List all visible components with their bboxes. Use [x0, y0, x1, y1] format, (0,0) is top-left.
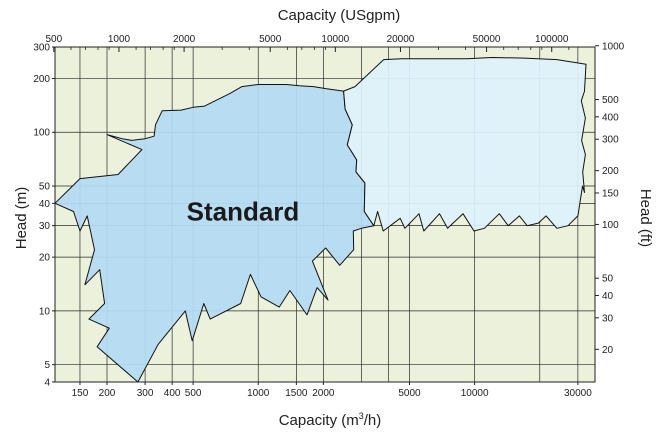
right-tick-label: 50: [602, 274, 614, 285]
right-tick-label: 40: [602, 291, 614, 302]
bottom-tick-label: 400: [164, 388, 181, 399]
top-tick-label: 1000: [108, 34, 131, 45]
left-tick-label: 5: [44, 360, 50, 371]
coverage-regions: [54, 57, 587, 383]
left-tick-label: 4: [44, 378, 50, 389]
left-tick-label: 40: [39, 199, 51, 210]
bottom-tick-label: 30000: [564, 388, 592, 399]
plot-border: [54, 46, 596, 383]
top-tick-label: 50000: [473, 34, 501, 45]
right-tick-label: 150: [602, 188, 619, 199]
top-tick-label: 20000: [387, 34, 415, 45]
left-tick-label: 200: [33, 74, 50, 85]
bottom-tick-label: 1500: [285, 388, 308, 399]
right-tick-label: 200: [602, 166, 619, 177]
bottom-axis-ticks: 150 200 300 400 500 1000 1500 2000 5000 10000 3000…: [72, 382, 592, 399]
bottom-tick-label: 2000: [312, 388, 335, 399]
bottom-tick-label: 150: [72, 388, 89, 399]
right-tick-label: 1000: [602, 41, 625, 52]
bottom-tick-label: 300: [137, 388, 154, 399]
bottom-tick-label: 5000: [398, 388, 421, 399]
chart-annotations: Standard: [187, 197, 300, 227]
left-axis-ticks: 4 5 10 20 30 40 50 100 200 300: [33, 43, 55, 389]
top-tick-label: 5000: [259, 34, 282, 45]
top-tick-label: 500: [45, 34, 62, 45]
right-axis-title: Head (ft): [637, 189, 654, 247]
right-tick-label: 500: [602, 95, 619, 106]
right-tick-label: 300: [602, 135, 619, 146]
left-tick-label: 50: [39, 182, 51, 193]
right-tick-label: 30: [602, 313, 614, 324]
right-tick-label: 400: [602, 112, 619, 123]
top-tick-label: 100000: [535, 34, 569, 45]
bottom-tick-label: 10000: [461, 388, 489, 399]
top-axis-ticks: 500 1000 2000 5000 10000 20000 50000 100000: [45, 34, 570, 52]
left-tick-label: 20: [39, 253, 51, 264]
left-tick-label: 30: [39, 221, 51, 232]
bottom-tick-label: 200: [99, 388, 116, 399]
right-axis-ticks: 20 30 40 50 100 150 200 300 400 500 1000: [595, 41, 625, 356]
right-tick-label: 20: [602, 345, 614, 356]
standard-region: [54, 84, 375, 383]
top-tick-label: 2000: [173, 34, 196, 45]
left-tick-label: 10: [39, 306, 51, 317]
standard-annotation: Standard: [187, 197, 300, 227]
left-axis-title: Head (m): [13, 187, 30, 250]
bottom-axis-title-tail: /h): [364, 412, 382, 429]
left-tick-label: 300: [33, 43, 50, 54]
bottom-axis-title-main: Capacity (m: [279, 412, 359, 429]
bottom-axis-title: Capacity (m3/h): [279, 411, 382, 429]
right-tick-label: 100: [602, 220, 619, 231]
extended-region: [343, 57, 587, 232]
bottom-tick-label: 1000: [247, 388, 270, 399]
top-axis-title: Capacity (USgpm): [278, 7, 401, 24]
left-tick-label: 100: [33, 128, 50, 139]
bottom-tick-label: 500: [185, 388, 202, 399]
top-tick-label: 10000: [321, 34, 349, 45]
bottom-axis-title-sup: 3: [359, 411, 364, 421]
